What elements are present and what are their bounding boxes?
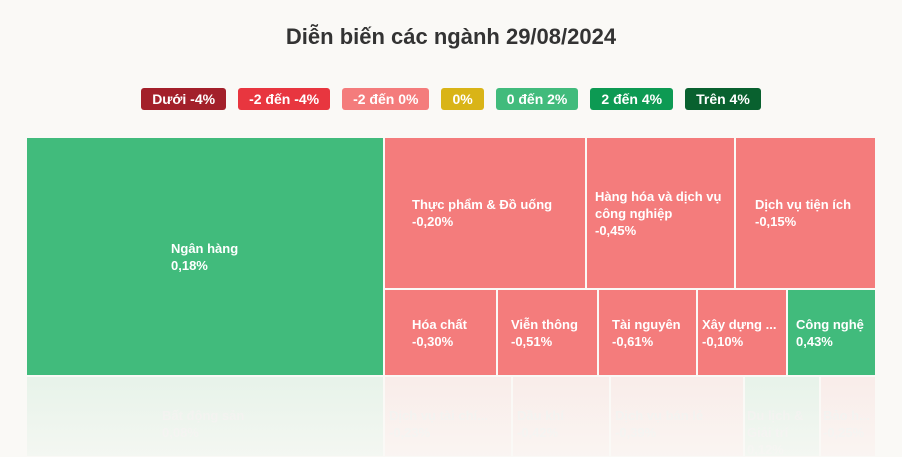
tile-name: Du lịch & Giải trí [747, 408, 804, 440]
tile-name: Ngân hàng [171, 240, 239, 256]
treemap-tile[interactable]: Dầu khí -0,42% [512, 376, 610, 457]
treemap-tile[interactable]: Dịch vụ tiện ích -0,15% [735, 137, 876, 289]
chart-title: Diễn biến các ngành 29/08/2024 [285, 24, 617, 49]
treemap-tile[interactable]: Hàng hóa và dịch vụ công nghiệp -0,45% [586, 137, 735, 289]
tile-label: Du lịch & Giải trí 0,12% [747, 407, 819, 457]
tile-label: Công nghệ 0,43% [796, 316, 864, 350]
tile-value: -0,45% [595, 222, 637, 238]
legend-item-2-to-4[interactable]: 2 đến 4% [590, 88, 674, 110]
legend-item-above-4[interactable]: Trên 4% [685, 88, 761, 110]
tile-value: -0,20% [412, 214, 454, 229]
tile-label: Thực phẩm & Đồ uống -0,20% [412, 196, 552, 230]
tile-label: Bảo h... -0,25% [823, 407, 870, 441]
tile-value: -0,10% [702, 333, 744, 349]
treemap-tile[interactable]: Dịch vụ tài chí... -0,23% [384, 376, 512, 457]
tile-value: -0,25% [823, 425, 865, 440]
tile-name: Công nghệ [796, 316, 864, 332]
tile-label: Dịch vụ tài chí... -0,23% [389, 407, 488, 441]
tile-name: Viễn thông [511, 316, 578, 332]
treemap-tile[interactable]: Viễn thông -0,51% [497, 289, 598, 376]
tile-label: Hàng hóa và dịch vụ công nghiệp -0,45% [595, 188, 734, 239]
tile-name: Bảo h... [823, 408, 870, 423]
tile-name: Bất động sản [162, 408, 245, 423]
treemap-tile[interactable]: Hóa chất -0,30% [384, 289, 497, 376]
tile-label: Hóa chất -0,30% [412, 316, 467, 350]
tile-label: Dịch vụ bán lẻ -0,39% [615, 407, 703, 441]
legend-item-below-minus4[interactable]: Dưới -4% [141, 88, 227, 110]
tile-label: Ngân hàng 0,18% [171, 240, 238, 274]
treemap-tile[interactable]: Du lịch & Giải trí 0,12% [744, 376, 820, 457]
tile-name: Tài nguyên [612, 316, 681, 332]
tile-name: Dịch vụ tài chí... [389, 408, 488, 423]
tile-name: Hàng hóa và dịch vụ công nghiệp [595, 188, 722, 221]
legend: Dưới -4% -2 đến -4% -2 đến 0% 0% 0 đến 2… [0, 88, 902, 110]
tile-label: Dầu khí -0,42% [517, 407, 564, 441]
tile-value: 0,43% [796, 333, 833, 349]
tile-value: -0,15% [755, 214, 797, 229]
tile-name: Hóa chất [412, 316, 467, 332]
tile-label: Xây dựng ... -0,10% [702, 316, 776, 350]
tile-value: -0,30% [412, 333, 454, 349]
tile-name: Dầu khí [517, 408, 564, 423]
tile-value: -0,51% [511, 333, 553, 349]
treemap-tile[interactable]: Bảo h... -0,25% [820, 376, 876, 457]
tile-name: Xây dựng ... [702, 316, 777, 332]
tile-value: -0,39% [615, 425, 657, 440]
tile-label: Bất động sản 0,08% [162, 407, 244, 441]
tile-label: Viễn thông -0,51% [511, 316, 578, 350]
tile-value: 0,12% [747, 442, 784, 457]
treemap-tile[interactable]: Bất động sản 0,08% [26, 376, 384, 457]
tile-label: Dịch vụ tiện ích -0,15% [755, 196, 851, 230]
tile-value: 0,08% [162, 425, 199, 440]
legend-item-0-to-2[interactable]: 0 đến 2% [495, 88, 579, 110]
legend-item-zero[interactable]: 0% [441, 88, 484, 110]
treemap-tile[interactable]: Ngân hàng 0,18% [26, 137, 384, 376]
tile-value: -0,23% [389, 425, 431, 440]
treemap-tile[interactable]: Thực phẩm & Đồ uống -0,20% [384, 137, 586, 289]
treemap-tile[interactable]: Công nghệ 0,43% [787, 289, 876, 376]
tile-name: Thực phẩm & Đồ uống [412, 197, 553, 212]
treemap-tile[interactable]: Dịch vụ bán lẻ -0,39% [610, 376, 744, 457]
tile-value: -0,61% [612, 333, 654, 349]
tile-value: 0,18% [171, 257, 208, 273]
tile-name: Dịch vụ bán lẻ [615, 408, 704, 423]
tile-name: Dịch vụ tiện ích [755, 197, 852, 212]
treemap-tile[interactable]: Xây dựng ... -0,10% [697, 289, 787, 376]
legend-item-minus2-to-minus4[interactable]: -2 đến -4% [238, 88, 331, 110]
tile-value: -0,42% [517, 425, 559, 440]
treemap-tile[interactable]: Tài nguyên -0,61% [598, 289, 697, 376]
legend-item-minus2-to-0[interactable]: -2 đến 0% [342, 88, 430, 110]
tile-label: Tài nguyên -0,61% [612, 316, 681, 350]
